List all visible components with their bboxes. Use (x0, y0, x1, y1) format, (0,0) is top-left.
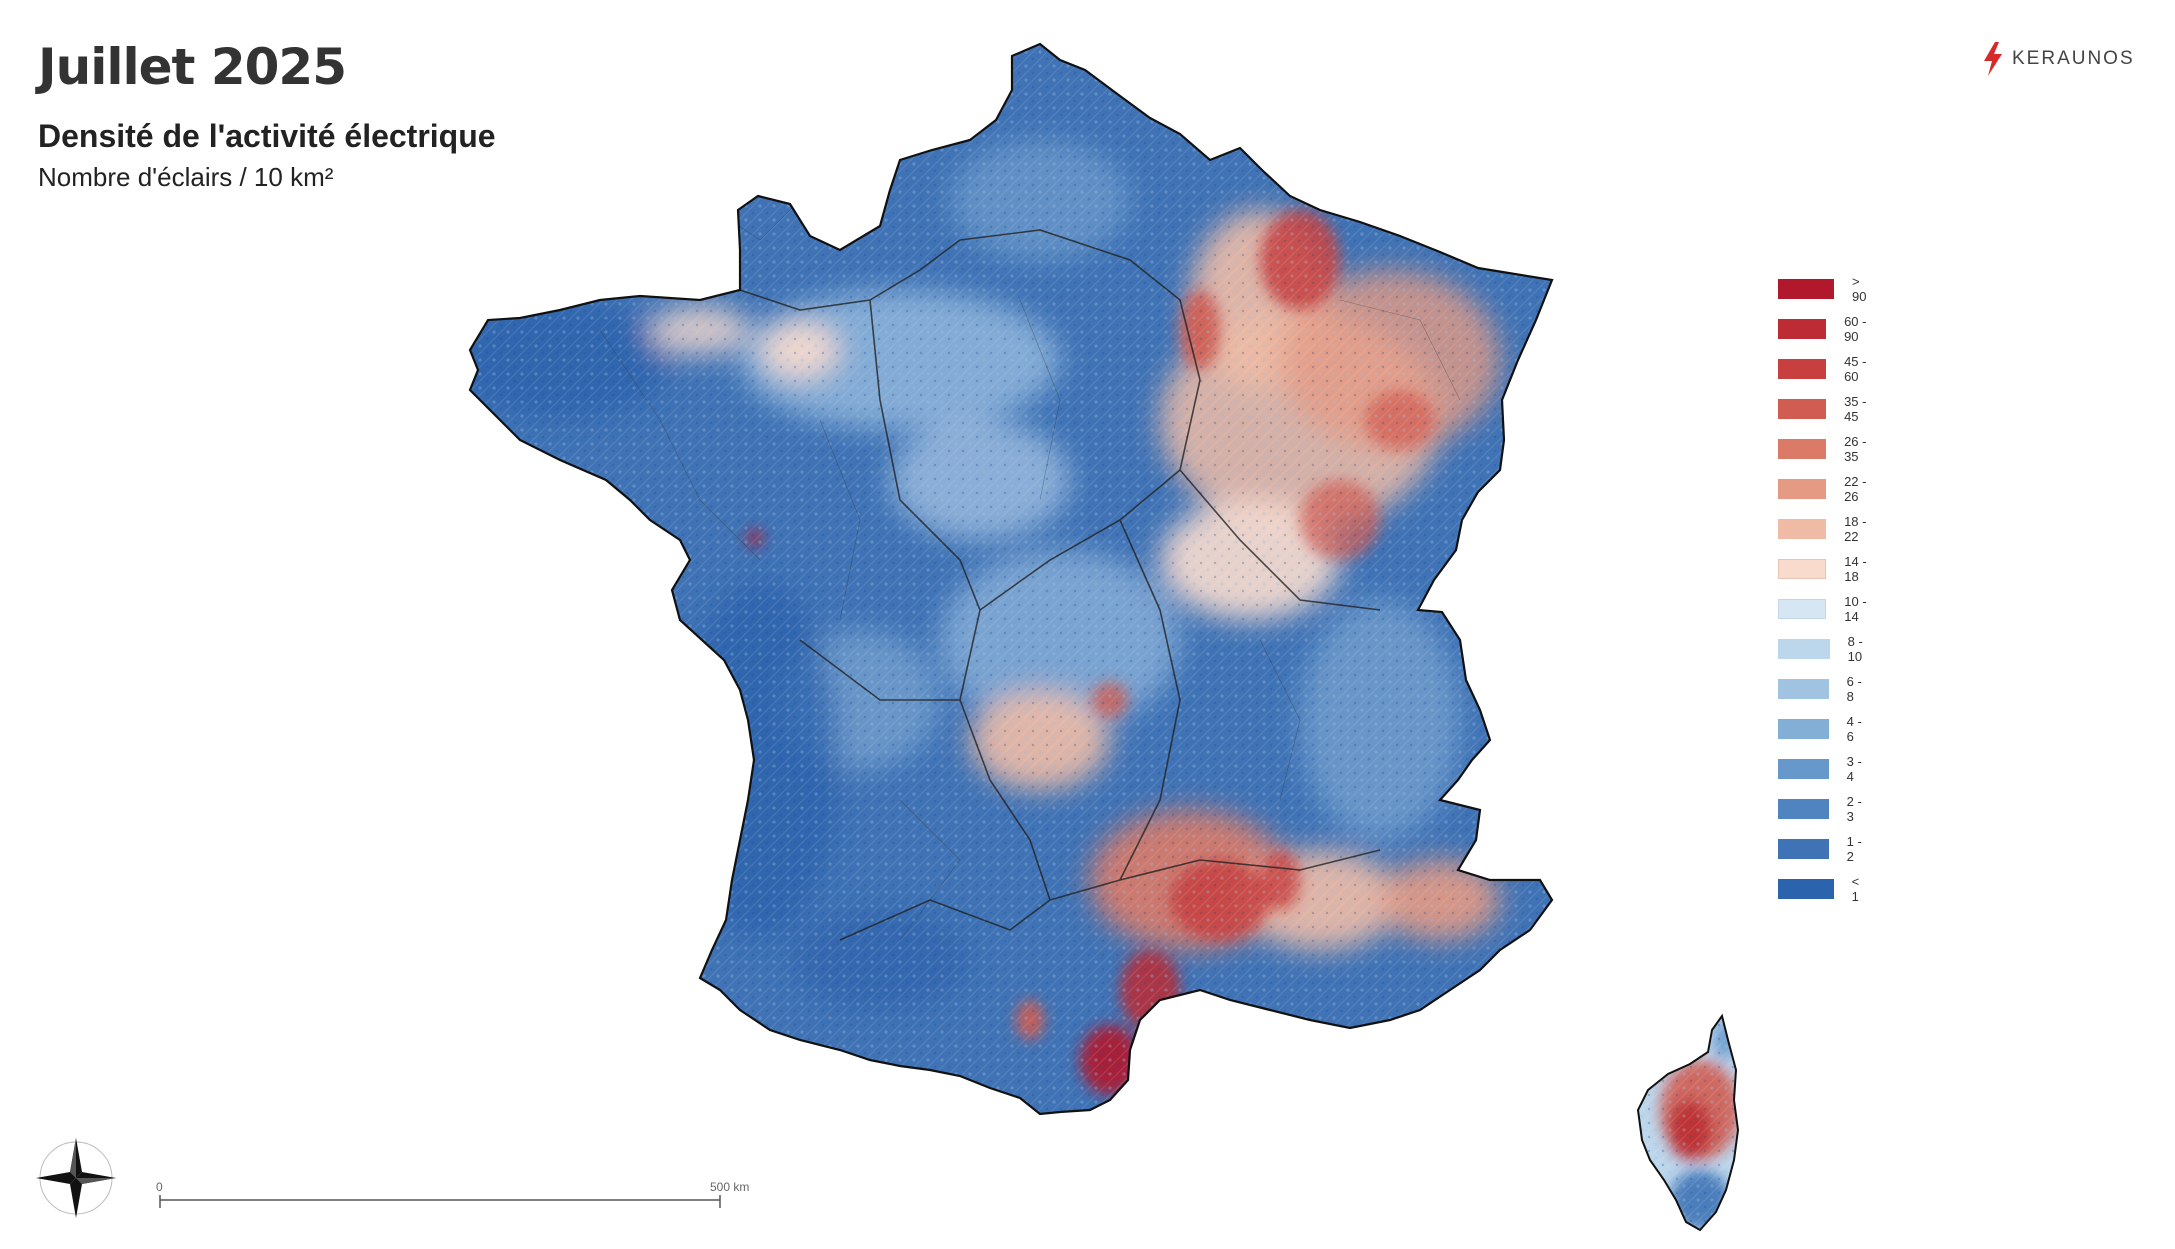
legend-item: 10 - 14 (1778, 594, 1874, 624)
legend-label: 22 - 26 (1844, 474, 1867, 504)
legend-item: 8 - 10 (1778, 634, 1874, 664)
legend-item: 3 - 4 (1778, 754, 1867, 784)
legend-swatch (1778, 839, 1829, 859)
legend-label: 6 - 8 (1846, 674, 1862, 704)
legend-swatch (1778, 479, 1827, 499)
legend-label: 18 - 22 (1844, 514, 1867, 544)
legend-item: 2 - 3 (1778, 794, 1867, 824)
legend-item: 35 - 45 (1778, 394, 1874, 424)
legend-swatch (1778, 519, 1827, 539)
legend-label: 1 - 2 (1846, 834, 1862, 864)
legend-item: 14 - 18 (1778, 554, 1874, 584)
brand-logo: KERAUNOS (1982, 42, 2135, 76)
legend-item: 45 - 60 (1778, 354, 1874, 384)
legend-item: 4 - 6 (1778, 714, 1867, 744)
legend-swatch (1778, 359, 1827, 379)
lightning-bolt-icon (1984, 42, 2002, 76)
legend-label: 60 - 90 (1844, 314, 1867, 344)
legend-label: 14 - 18 (1844, 554, 1867, 584)
scale-end-label: 500 km (710, 1180, 750, 1194)
legend-swatch (1778, 759, 1829, 779)
legend-item: 18 - 22 (1778, 514, 1874, 544)
unit-label: Nombre d'éclairs / 10 km² (38, 162, 334, 192)
compass-rose-icon (36, 1138, 116, 1218)
legend-item: 22 - 26 (1778, 474, 1874, 504)
legend-label: 26 - 35 (1844, 434, 1867, 464)
legend-swatch (1778, 639, 1830, 659)
legend-label: 45 - 60 (1844, 354, 1867, 384)
legend-label: 4 - 6 (1846, 714, 1862, 744)
legend-item: 26 - 35 (1778, 434, 1874, 464)
legend-label: 8 - 10 (1847, 634, 1863, 664)
legend-swatch (1778, 279, 1834, 299)
legend-label: > 90 (1852, 274, 1867, 304)
legend-swatch (1778, 559, 1827, 579)
map-subtitle: Densité de l'activité électrique (38, 118, 496, 154)
legend-swatch (1778, 399, 1827, 419)
legend-swatch (1778, 719, 1829, 739)
legend-label: 2 - 3 (1846, 794, 1862, 824)
legend-swatch (1778, 439, 1827, 459)
legend-label: 3 - 4 (1846, 754, 1862, 784)
brand-name: KERAUNOS (2012, 48, 2135, 69)
legend-swatch (1778, 679, 1829, 699)
legend-label: 10 - 14 (1844, 594, 1867, 624)
legend-item: > 90 (1778, 274, 1874, 304)
france-choropleth (470, 44, 1552, 1114)
legend-item: 6 - 8 (1778, 674, 1867, 704)
corsica-choropleth (1638, 1016, 1738, 1230)
legend-label: < 1 (1851, 874, 1860, 904)
legend-swatch (1778, 599, 1827, 619)
legend-swatch (1778, 799, 1829, 819)
legend-swatch (1778, 879, 1834, 899)
scale-start-label: 0 (156, 1180, 163, 1194)
legend-label: 35 - 45 (1844, 394, 1867, 424)
map-title: Juillet 2025 (38, 38, 347, 96)
legend-swatch (1778, 319, 1827, 339)
legend-item: 60 - 90 (1778, 314, 1874, 344)
legend-item: < 1 (1778, 874, 1868, 904)
legend-item: 1 - 2 (1778, 834, 1867, 864)
